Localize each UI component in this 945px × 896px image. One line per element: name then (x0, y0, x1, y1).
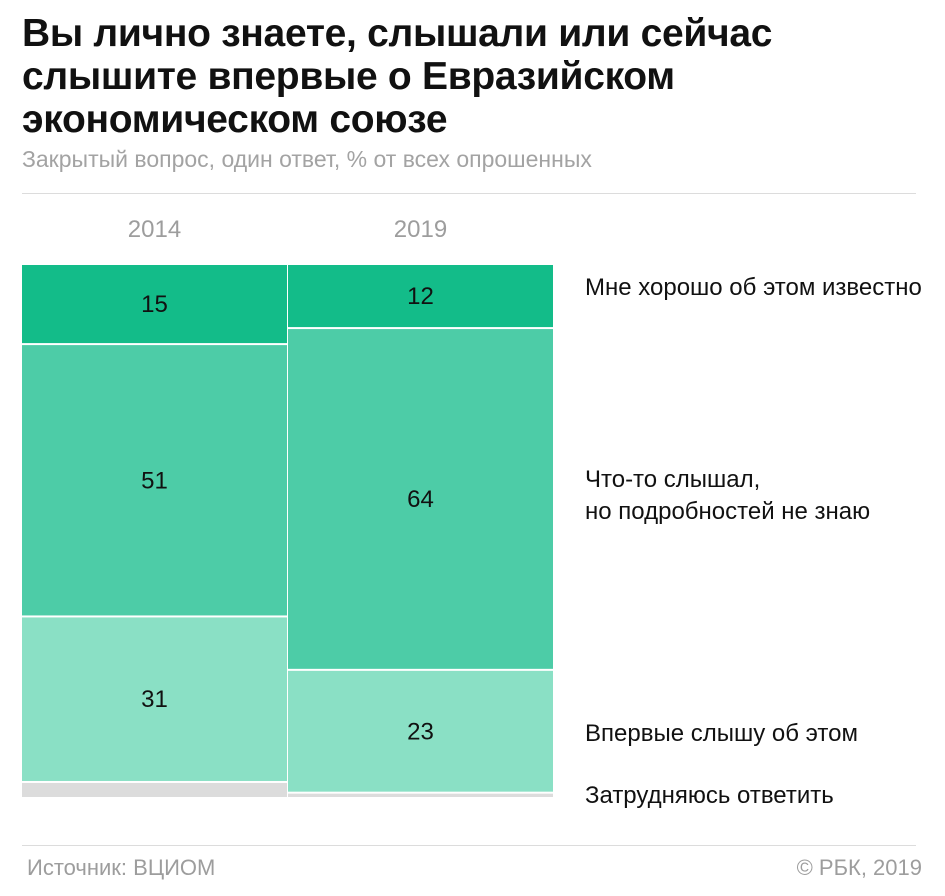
copyright-note: © РБК, 2019 (796, 855, 922, 880)
bar-segment-2019-hard-to-answer (288, 793, 553, 797)
source-note: Источник: ВЦИОМ (27, 855, 216, 880)
chart-subtitle: Закрытый вопрос, один ответ, % от всех о… (22, 146, 592, 172)
bar-segment-2014-heard-something (22, 345, 287, 616)
legend-label-hard-to-answer: Затрудняюсь ответить (585, 782, 834, 809)
bar-segment-2019-well-known (288, 265, 553, 328)
legend-label-heard-something: Что-то слышал, но подробностей не знаю (585, 466, 871, 525)
bar-segment-2014-hard-to-answer (22, 782, 287, 797)
value-label-2019-heard-something: 64 (407, 486, 434, 513)
value-label-2019-well-known: 12 (407, 283, 434, 310)
bar-segment-2019-first-time (288, 670, 553, 792)
top-divider (22, 193, 916, 194)
legend-label-well-known: Мне хорошо об этом известно (585, 274, 922, 301)
column-label-2014: 2014 (127, 216, 182, 243)
bottom-divider (22, 845, 916, 846)
column-label-2019: 2019 (393, 216, 448, 243)
value-label-2014-heard-something: 51 (141, 467, 168, 494)
legend-label-first-time: Впервые слышу об этом (585, 720, 858, 747)
chart-title: Вы лично знаете, слышали или сейчас слыш… (22, 12, 773, 141)
value-label-2019-first-time: 23 (407, 718, 434, 745)
bar-segment-2014-well-known (22, 265, 287, 344)
value-label-2014-first-time: 31 (141, 686, 168, 713)
value-label-2014-well-known: 15 (141, 291, 168, 318)
bar-segment-2019-heard-something (288, 329, 553, 669)
bar-segment-2014-first-time (22, 617, 287, 781)
